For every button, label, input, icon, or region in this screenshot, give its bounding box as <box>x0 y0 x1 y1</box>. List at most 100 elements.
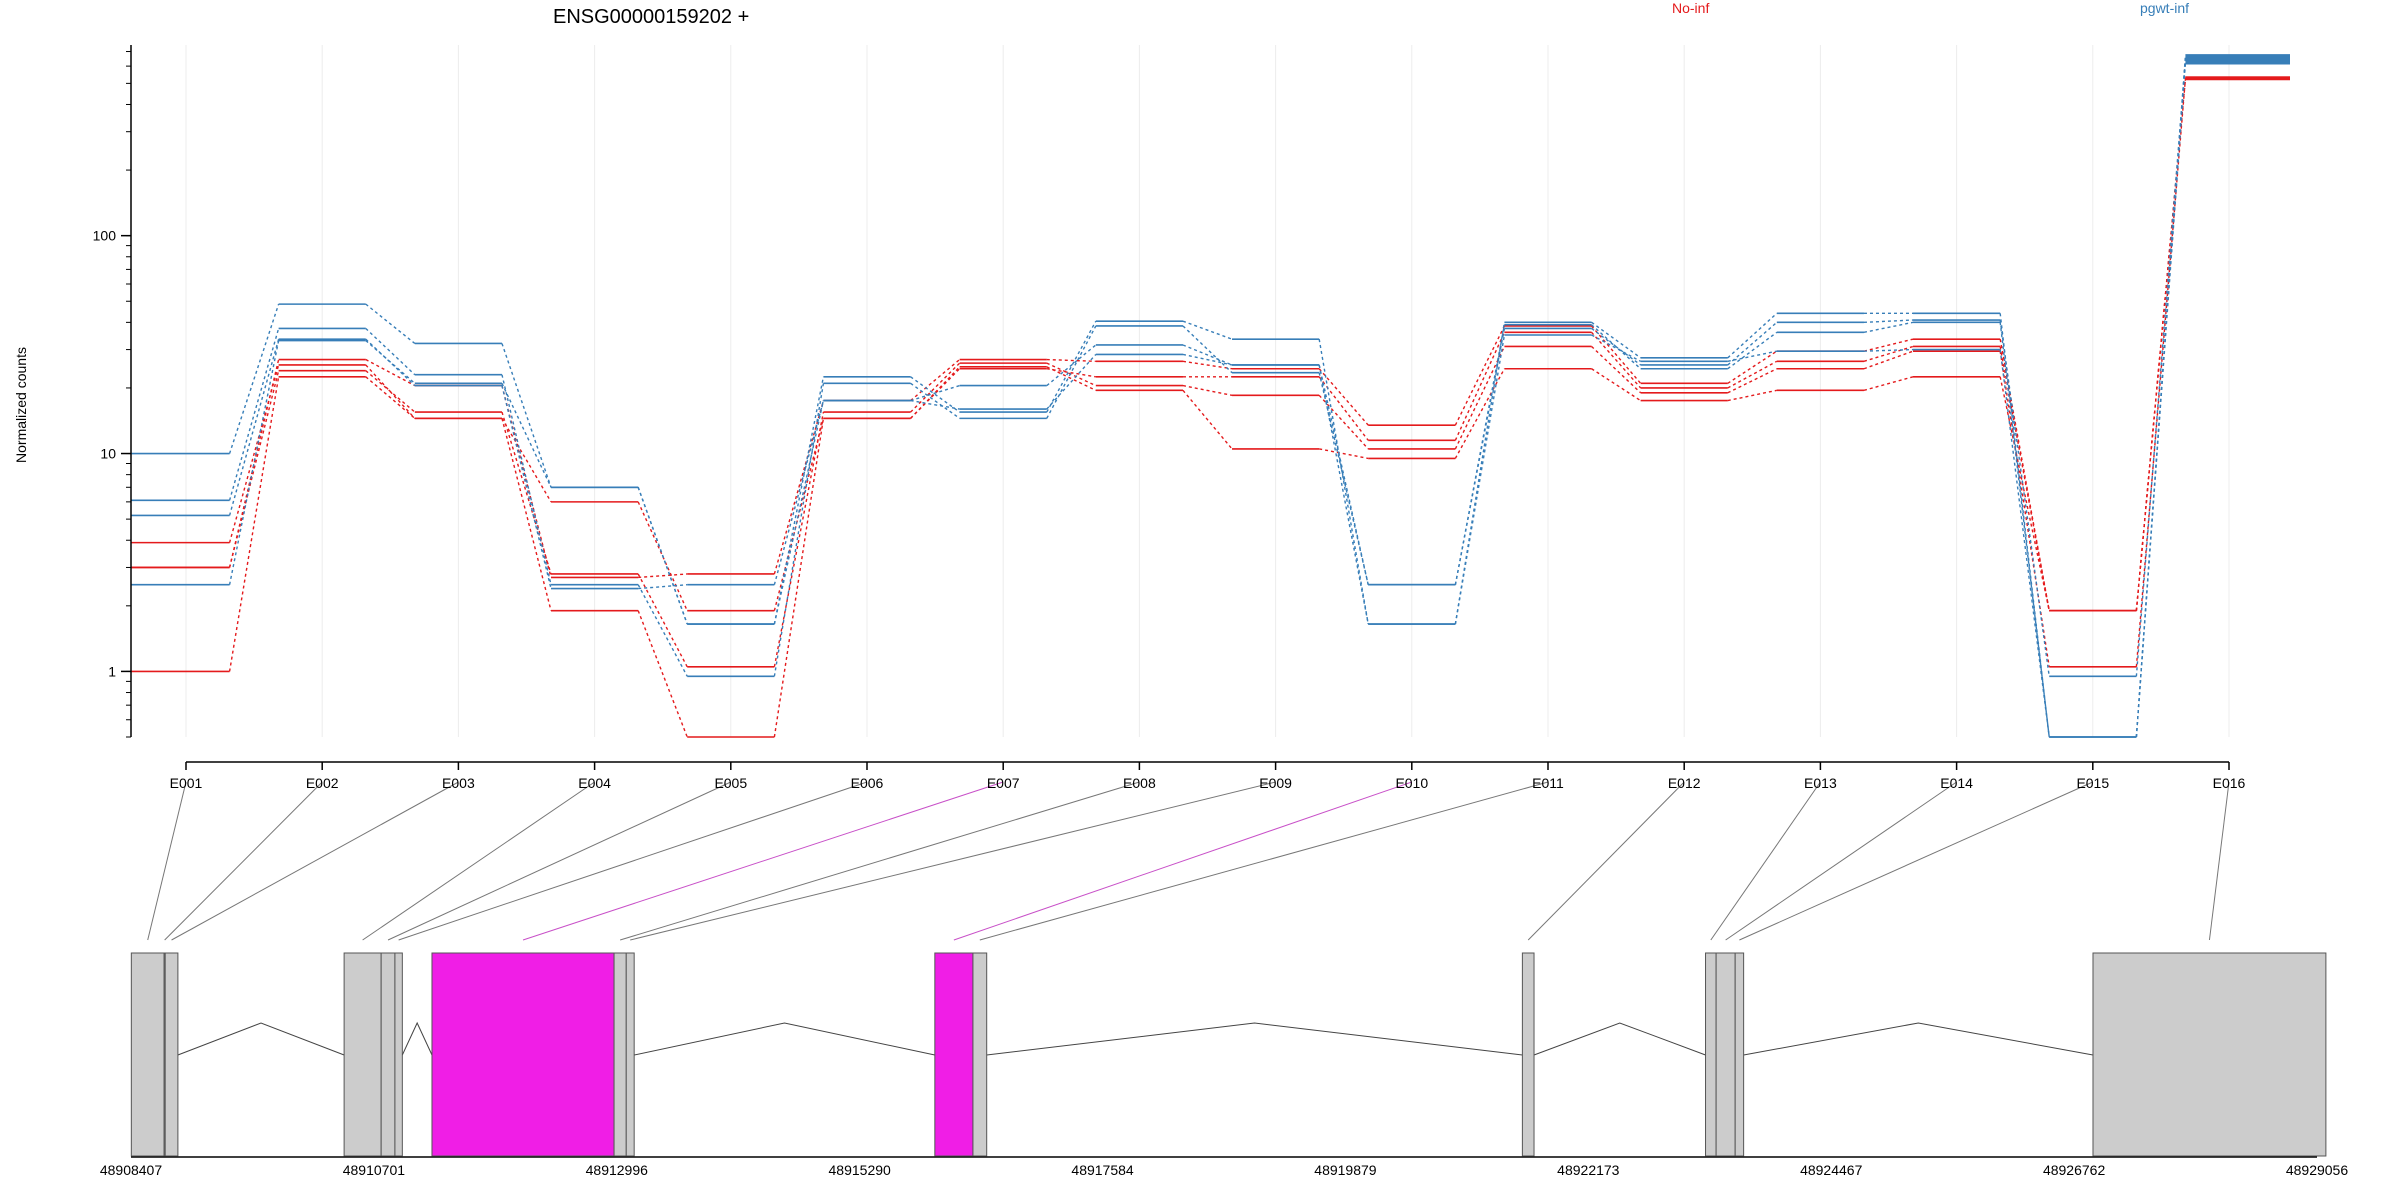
x-tick-label-e003: E003 <box>442 775 475 791</box>
gene-axis-tick-label: 48912996 <box>586 1162 649 1178</box>
exon-box-e004 <box>343 952 382 1157</box>
intron-line <box>401 1021 433 1056</box>
series-connector <box>1046 320 1097 413</box>
series-connector <box>910 384 960 402</box>
series-connector <box>365 376 416 419</box>
series-connector <box>365 340 416 384</box>
series-connector <box>1046 353 1097 410</box>
series-connector <box>2135 78 2187 611</box>
gene-axis-tick-label: 48919879 <box>1314 1162 1377 1178</box>
exon-box-e010 <box>934 952 974 1157</box>
exon-box-e016 <box>2092 952 2327 1157</box>
series-connector <box>637 584 688 677</box>
series-connector <box>773 400 825 585</box>
series-connector <box>228 338 280 516</box>
series-connector <box>773 376 825 625</box>
exon-box-e011 <box>972 952 988 1157</box>
series-connector <box>1999 339 2050 611</box>
series-connector <box>1046 358 1096 363</box>
series-connector <box>910 376 961 413</box>
series-connector <box>228 370 280 568</box>
x-tick-label-e008: E008 <box>1123 775 1156 791</box>
legend-entry-pgwt-inf: pgwt-inf <box>2140 0 2189 16</box>
x-tick-label-e004: E004 <box>578 775 611 791</box>
series-connector <box>1591 324 1642 370</box>
gene-axis-tick-label: 48929056 <box>2286 1162 2349 1178</box>
series-connector <box>1863 338 1914 352</box>
exon-link-e013 <box>1710 781 1821 941</box>
exon-link-e005 <box>387 781 732 941</box>
series-connector <box>1727 350 1777 363</box>
series-connector <box>910 359 961 402</box>
series-lines <box>131 54 2290 738</box>
series-connector <box>1318 368 1369 426</box>
series-no-inf-1 <box>131 76 2290 738</box>
series-connector <box>1727 312 1778 359</box>
series-connector <box>501 411 552 575</box>
series-connector <box>365 338 416 387</box>
gene-axis-tick-label: 48917584 <box>1071 1162 1134 1178</box>
x-tick-label-e016: E016 <box>2213 775 2246 791</box>
series-connector <box>1727 321 1778 366</box>
series-connector <box>1454 325 1506 426</box>
series-connector <box>1591 325 1642 384</box>
series-connector <box>1318 376 1369 441</box>
series-connector <box>1454 334 1506 625</box>
series-connector <box>228 328 280 501</box>
exon-box-e007 <box>431 952 615 1157</box>
chart-title: ENSG00000159202 + <box>553 6 749 28</box>
y-tick-label: 100 <box>93 228 117 244</box>
series-connector <box>1999 313 2050 738</box>
series-connector <box>1318 394 1369 450</box>
series-connector <box>365 358 416 387</box>
intron-line <box>177 1022 345 1056</box>
y-tick-label: 10 <box>100 446 116 462</box>
series-connector <box>638 584 688 590</box>
series-connector <box>1727 350 1778 384</box>
exon-link-e003 <box>171 781 459 941</box>
series-connector <box>501 418 552 503</box>
gene-model: 48908407 48910701 48912996 48915290 48917584… <box>100 952 2349 1178</box>
series-connector <box>1727 389 1777 402</box>
series-connector <box>1318 364 1369 625</box>
series-connector <box>1863 376 1914 392</box>
series-connector <box>1182 384 1233 397</box>
series-connector <box>1591 321 1642 359</box>
series-connector <box>2135 78 2187 667</box>
series-connector <box>1046 344 1097 387</box>
x-tick-label-e011: E011 <box>1532 775 1564 791</box>
exon-box-e003 <box>164 952 179 1157</box>
series-connector <box>773 411 825 667</box>
exon-link-e001 <box>147 781 187 941</box>
series-connector <box>773 400 825 575</box>
series-connector <box>2135 59 2187 677</box>
y-axis-label: Normalized counts <box>13 347 29 463</box>
series-connector <box>1727 368 1778 394</box>
series-connector <box>1863 321 1914 334</box>
series-connector <box>1046 362 1097 387</box>
exon-box-e012 <box>1521 952 1535 1157</box>
exon-connectors <box>147 781 2230 941</box>
axes: 1 10 100 E001 E002 E003 E004 E005 E006 E007 E008 E0… <box>93 45 2246 791</box>
exon-link-e011 <box>979 781 1549 941</box>
series-connector <box>1863 348 1914 352</box>
series-connector <box>1591 345 1642 394</box>
series-connector <box>1454 324 1506 585</box>
exon-box-e009 <box>625 952 635 1157</box>
series-connector <box>1319 448 1369 460</box>
series-connector <box>1727 360 1778 389</box>
exon-box-e014 <box>1715 952 1736 1157</box>
series-connector <box>501 418 552 611</box>
x-tick-label-e010: E010 <box>1395 775 1428 791</box>
series-connector <box>1182 344 1233 366</box>
series-connector <box>1863 345 1914 362</box>
series-connector <box>501 385 552 589</box>
series-connector <box>637 487 688 625</box>
series-connector <box>228 303 280 454</box>
series-no-inf-2 <box>131 77 2290 668</box>
series-connector <box>228 364 280 543</box>
x-tick-label-e001: E001 <box>170 775 203 791</box>
series-connector <box>1591 368 1641 402</box>
series-connector <box>228 376 280 672</box>
